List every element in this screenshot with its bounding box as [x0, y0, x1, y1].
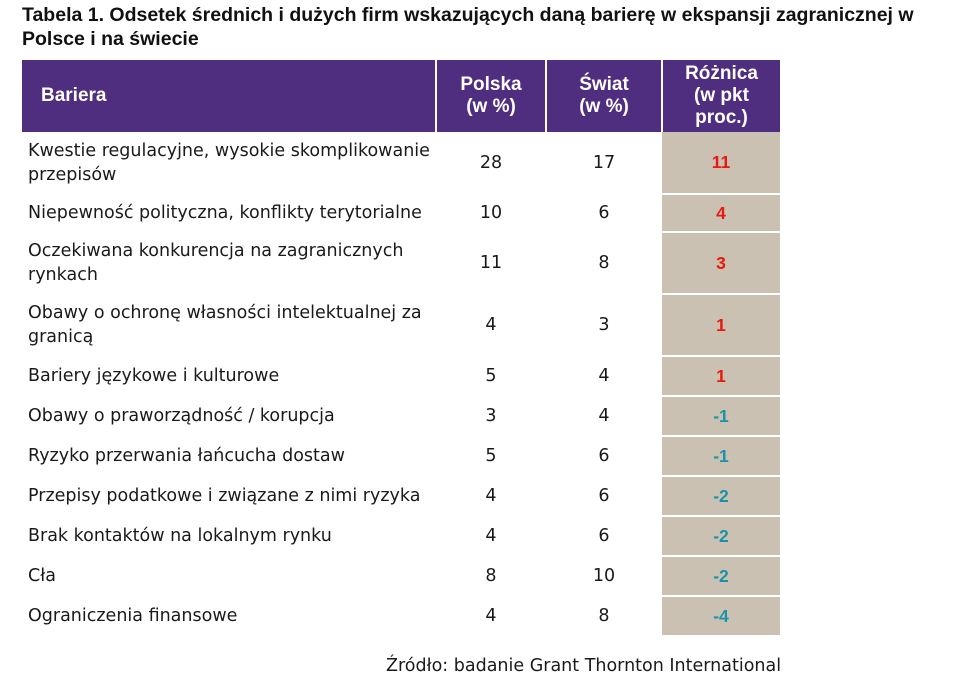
barrier-cell: Ograniczenia finansowe [22, 596, 436, 637]
table-row: Ryzyko przerwania łańcucha dostaw 5 6 -1 [22, 436, 780, 477]
barrier-cell: Kwestie regulacyjne, wysokie skomplikowa… [22, 132, 436, 195]
world-cell: 10 [546, 556, 662, 597]
barrier-cell: Oczekiwana konkurencja na zagranicznych … [22, 232, 436, 295]
poland-cell: 4 [436, 476, 546, 517]
barrier-cell: Obawy o praworządność / korupcja [22, 396, 436, 437]
world-cell: 6 [546, 476, 662, 517]
barrier-cell: Obawy o ochronę własności intelektualnej… [22, 294, 436, 357]
poland-cell: 5 [436, 436, 546, 477]
table-row: Obawy o praworządność / korupcja 3 4 -1 [22, 396, 780, 437]
header-difference: Różnica (w pkt proc.) [662, 60, 780, 132]
poland-cell: 4 [436, 516, 546, 557]
table-row: Kwestie regulacyjne, wysokie skomplikowa… [22, 132, 780, 195]
difference-cell: -2 [662, 556, 780, 597]
barrier-cell: Przepisy podatkowe i związane z nimi ryz… [22, 476, 436, 517]
difference-cell: 11 [662, 132, 780, 195]
world-cell: 4 [546, 396, 662, 437]
header-world: Świat (w %) [546, 60, 663, 132]
poland-cell: 11 [436, 232, 546, 295]
world-cell: 4 [546, 356, 662, 397]
poland-cell: 8 [436, 556, 546, 597]
barrier-cell: Brak kontaktów na lokalnym rynku [22, 516, 436, 557]
table-row: Obawy o ochronę własności intelektualnej… [22, 294, 780, 357]
barrier-cell: Niepewność polityczna, konflikty terytor… [22, 194, 436, 233]
world-cell: 8 [546, 232, 662, 295]
table-row: Oczekiwana konkurencja na zagranicznych … [22, 232, 780, 295]
world-cell: 17 [546, 132, 662, 195]
barrier-cell: Cła [22, 556, 436, 597]
world-cell: 6 [546, 516, 662, 557]
poland-cell: 5 [436, 356, 546, 397]
difference-cell: 1 [662, 294, 780, 357]
poland-cell: 3 [436, 396, 546, 437]
difference-cell: 1 [662, 356, 780, 397]
barriers-table: Bariera Polska (w %) Świat (w %) Różnica… [22, 60, 780, 637]
header-difference-label: Różnica (w pkt proc.) [685, 63, 758, 128]
table-row: Niepewność polityczna, konflikty terytor… [22, 194, 780, 233]
difference-cell: -1 [662, 436, 780, 477]
difference-cell: 4 [662, 194, 780, 233]
table-row: Brak kontaktów na lokalnym rynku 4 6 -2 [22, 516, 780, 557]
table-row: Przepisy podatkowe i związane z nimi ryz… [22, 476, 780, 517]
difference-cell: -4 [662, 596, 780, 637]
barrier-cell: Ryzyko przerwania łańcucha dostaw [22, 436, 436, 477]
table-row: Bariery językowe i kulturowe 5 4 1 [22, 356, 780, 397]
source-note: Źródło: badanie Grant Thornton Internati… [386, 656, 782, 676]
world-cell: 6 [546, 194, 662, 233]
difference-cell: -2 [662, 476, 780, 517]
difference-cell: -2 [662, 516, 780, 557]
header-row: Bariera Polska (w %) Świat (w %) Różnica… [22, 60, 780, 132]
table-row: Ograniczenia finansowe 4 8 -4 [22, 596, 780, 637]
world-cell: 6 [546, 436, 662, 477]
table-title: Tabela 1. Odsetek średnich i dużych firm… [22, 4, 914, 50]
difference-cell: 3 [662, 232, 780, 295]
poland-cell: 10 [436, 194, 546, 233]
poland-cell: 4 [436, 596, 546, 637]
header-poland-label: Polska (w %) [460, 74, 522, 117]
poland-cell: 28 [436, 132, 546, 195]
difference-cell: -1 [662, 396, 780, 437]
poland-cell: 4 [436, 294, 546, 357]
header-barrier: Bariera [22, 60, 437, 132]
world-cell: 3 [546, 294, 662, 357]
header-poland: Polska (w %) [436, 60, 547, 132]
table-row: Cła 8 10 -2 [22, 556, 780, 597]
header-world-label: Świat (w %) [579, 74, 629, 117]
barrier-cell: Bariery językowe i kulturowe [22, 356, 436, 397]
world-cell: 8 [546, 596, 662, 637]
